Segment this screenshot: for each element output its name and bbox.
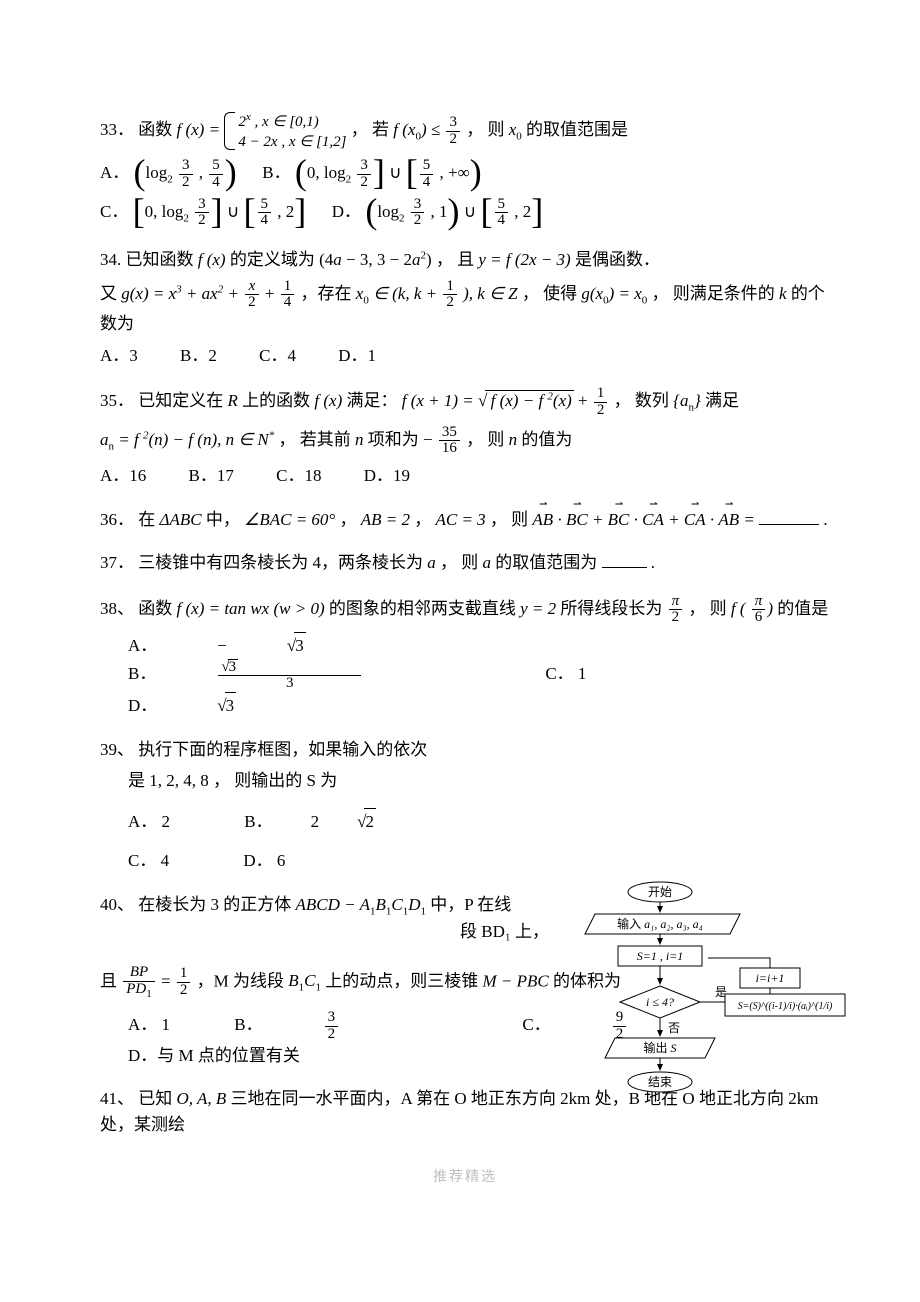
q40-D: D．与 M 点的位置有关 [128,1043,300,1069]
page-footer: 推荐精选 [100,1167,830,1188]
q39-num: 39、 [100,740,134,759]
svg-text:S=1 , i=1: S=1 , i=1 [637,949,684,963]
q33-A-label: A． [100,163,129,182]
q34-A: A．3 [100,343,138,369]
q33-B-label: B． [262,163,290,182]
q35-A: A．16 [100,463,146,489]
q33-piece1: 2x , x ∈ [0,1) [238,110,346,132]
q33-stem-d: 的取值范围是 [526,120,628,139]
q37-num: 37． [100,553,134,572]
q39-B: B． 2√2 [244,808,452,835]
q33-opts-row2: C． [0, log2 32] ∪ [54 , 2] D． (log2 32 ,… [100,197,830,230]
q35-sqrt: √ f (x) − f 2(x) [478,388,574,414]
q36-vec-expr: ⇀AB · ⇀BC + ⇀BC · ⇀CA + ⇀CA · ⇀AB = [532,510,759,529]
q39-A: A． 2 [128,809,170,835]
question-34: 34. 已知函数 f (x) 的定义域为 (4a − 3, 3 − 2a2) ，… [100,247,830,368]
svg-text:输出 S: 输出 S [643,1040,676,1055]
q33-opts-row1: A． (log2 32 , 54) B． (0, log2 32] ∪ [54 … [100,158,830,191]
q33-x0: x0 [509,120,522,139]
q33-fx: f (x) = [177,120,225,139]
question-38: 38、 函数 f (x) = tan wx (w > 0) 的图象的相邻两支截直… [100,594,830,719]
q36-blank [759,507,819,525]
q40-B: B．32 [234,1010,458,1043]
question-33: 33． 函数 f (x) = 2x , x ∈ [0,1) 4 − 2x , x… [100,110,830,229]
q35-B: B．17 [189,463,234,489]
q40-num: 40、 [100,895,134,914]
question-35: 35． 已知定义在 R 上的函数 f (x) 满足： f (x + 1) = √… [100,386,830,489]
q39-C: C． 4 [128,848,169,874]
q38-num: 38、 [100,599,134,618]
q33-stem-a: 函数 [138,120,176,139]
q35-num: 35． [100,391,134,410]
svg-text:i ≤ 4?: i ≤ 4? [646,995,674,1009]
q34-B: B．2 [180,343,217,369]
svg-text:输入 a₁, a₂, a₃, a₄: 输入 a₁, a₂, a₃, a₄ [617,916,703,931]
q34-num: 34. [100,250,126,269]
flowchart: 开始 输入 a₁, a₂, a₃, a₄ S=1 , i=1 i ≤ 4? 是 … [540,880,850,1118]
q33-C-label: C． [100,202,128,221]
q33-stem-b: ， 若 [351,120,394,139]
q36-num: 36． [100,510,134,529]
q40-A: A． 1 [128,1012,170,1038]
q33-D-label: D． [332,202,361,221]
svg-text:否: 否 [668,1021,680,1035]
q37-blank [602,550,647,568]
svg-text:结束: 结束 [648,1075,672,1089]
q34-D: D．1 [338,343,376,369]
q33-frac: 32 [446,115,460,148]
q33-stem-c: ， 则 [466,120,509,139]
svg-text:S=(S)^((i-1)/i)·(aᵢ)^(1/i): S=(S)^((i-1)/i)·(aᵢ)^(1/i) [738,1001,833,1012]
question-39: 39、 执行下面的程序框图，如果输入的依次 是 1, 2, 4, 8 ， 则输出… [100,737,530,874]
q35-D: D．19 [364,463,410,489]
q35-C: C．18 [276,463,321,489]
q33-piecewise: 2x , x ∈ [0,1) 4 − 2x , x ∈ [1,2] [224,110,346,152]
q38-C: C． 1 [545,661,586,687]
question-36: 36． 在 ΔABC 中， ∠BAC = 60° ， AB = 2 ， AC =… [100,507,830,533]
q33-num: 33． [100,120,134,139]
q33-piece2: 4 − 2x , x ∈ [1,2] [238,132,346,152]
q39-D: D． 6 [243,848,285,874]
q38-B: B．√33 [128,659,481,693]
q33-cond: f (x0) ≤ [393,120,444,139]
question-37: 37． 三棱锥中有四条棱长为 4，两条棱长为 a ， 则 a 的取值范围为 . [100,550,830,576]
q38-D: D．√3 [128,692,356,719]
svg-text:i=i+1: i=i+1 [756,971,785,985]
q41-num: 41、 [100,1089,134,1108]
q34-C: C．4 [259,343,296,369]
svg-text:开始: 开始 [648,885,672,899]
q38-A: A．−√3 [128,632,426,659]
